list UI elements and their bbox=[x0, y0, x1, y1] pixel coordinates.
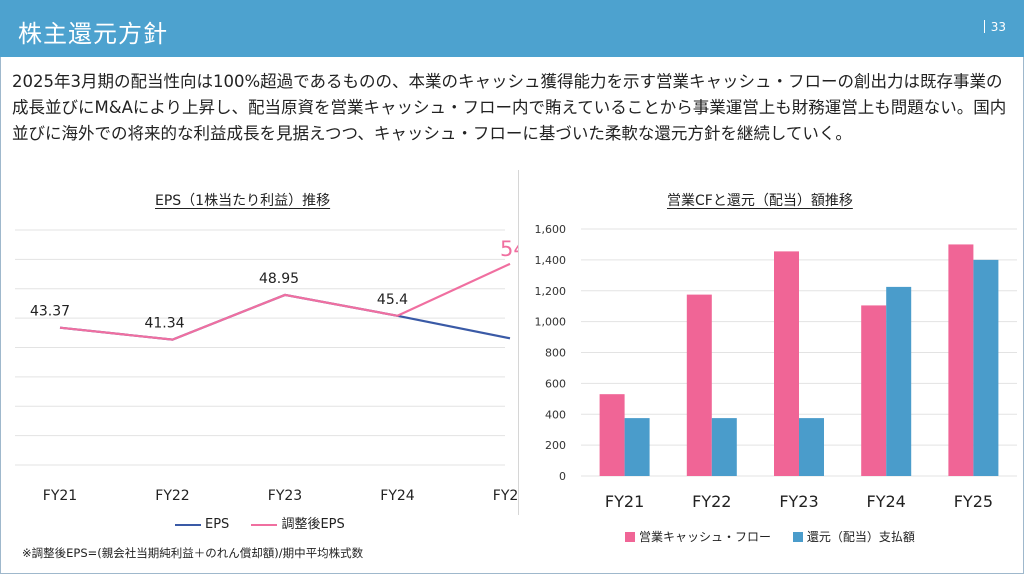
dividend-bar bbox=[711, 418, 737, 476]
eps-chart-title: EPS（1株当たり利益）推移 bbox=[155, 193, 331, 209]
cf-x-tick-label: FY21 bbox=[605, 492, 644, 511]
chart-divider bbox=[518, 170, 519, 515]
header-bar: 株主還元方針 33 bbox=[0, 0, 1024, 57]
eps-data-label: 41.34 bbox=[144, 316, 184, 332]
eps-x-tick-label: FY23 bbox=[268, 488, 302, 504]
eps-data-label: 43.37 bbox=[30, 304, 70, 320]
cf-y-tick-label: 1,600 bbox=[535, 223, 567, 236]
legend-line-eps bbox=[175, 523, 201, 526]
slide-title: 株主還元方針 bbox=[18, 20, 168, 48]
legend-item-eps: EPS bbox=[175, 517, 229, 532]
operating-cf-bar bbox=[599, 394, 625, 476]
page-number-separator bbox=[983, 20, 985, 33]
cf-y-tick-label: 1,000 bbox=[535, 316, 567, 329]
eps-line-chart: FY21FY22FY23FY24FY2543.3741.3448.9545.44… bbox=[15, 229, 518, 504]
adjusted-eps-highlight-label: 54.24 bbox=[500, 237, 518, 261]
page-number: 33 bbox=[983, 20, 1006, 34]
operating-cf-bar bbox=[774, 251, 799, 476]
legend-label-operating-cf: 営業キャッシュ・フロー bbox=[639, 530, 772, 544]
eps-x-tick-label: FY21 bbox=[43, 488, 77, 504]
cf-y-tick-label: 600 bbox=[545, 377, 566, 390]
eps-data-label: 48.95 bbox=[259, 271, 299, 287]
cf-y-tick-label: 400 bbox=[545, 408, 566, 421]
cf-x-tick-label: FY22 bbox=[692, 492, 731, 511]
legend-line-adjusted-eps bbox=[251, 523, 278, 526]
eps-x-tick-label: FY25 bbox=[493, 488, 518, 504]
cf-y-tick-label: 800 bbox=[545, 347, 566, 360]
cf-legend: 営業キャッシュ・フロー 還元（配当）支払額 bbox=[625, 528, 933, 545]
eps-data-label: 45.4 bbox=[377, 292, 408, 308]
eps-series-line bbox=[59, 293, 511, 341]
cf-y-tick-label: 1,400 bbox=[535, 254, 567, 267]
operating-cf-bar bbox=[686, 294, 712, 476]
legend-item-dividend: 還元（配当）支払額 bbox=[792, 528, 915, 545]
eps-legend: EPS 調整後EPS bbox=[175, 513, 363, 532]
cf-x-tick-label: FY25 bbox=[954, 492, 993, 511]
operating-cf-bar bbox=[948, 244, 974, 476]
dividend-bar bbox=[886, 286, 912, 476]
operating-cf-bar bbox=[861, 305, 887, 476]
footnote: ※調整後EPS=(親会社当期純利益＋のれん償却額)/期中平均株式数 bbox=[22, 546, 364, 560]
eps-x-tick-label: FY24 bbox=[380, 488, 415, 504]
legend-item-adjusted-eps: 調整後EPS bbox=[251, 513, 345, 532]
legend-label-adjusted-eps: 調整後EPS bbox=[281, 517, 345, 532]
cf-x-tick-label: FY24 bbox=[867, 492, 906, 511]
legend-item-operating-cf: 営業キャッシュ・フロー bbox=[625, 528, 771, 545]
legend-swatch-dividend bbox=[792, 532, 803, 542]
cf-bar-chart: 0 200 400 600 800 1,000 1,200 1,400 1,600 FY21 FY2… bbox=[535, 223, 1017, 511]
dividend-bar bbox=[624, 418, 650, 476]
eps-x-tick-label: FY22 bbox=[155, 488, 189, 504]
legend-label-dividend: 還元（配当）支払額 bbox=[806, 530, 915, 544]
legend-label-eps: EPS bbox=[205, 517, 230, 532]
cf-chart-title: 営業CFと還元（配当）額推移 bbox=[667, 193, 853, 209]
cf-y-tick-label: 200 bbox=[545, 439, 566, 452]
dividend-bar bbox=[799, 418, 824, 476]
legend-swatch-operating-cf bbox=[625, 532, 635, 542]
cf-y-tick-label: 1,200 bbox=[535, 285, 567, 298]
cf-y-tick-label: 0 bbox=[559, 470, 566, 483]
page-number-value: 33 bbox=[990, 20, 1006, 34]
cf-x-tick-label: FY23 bbox=[779, 492, 818, 511]
adjusted-eps-series-line bbox=[59, 262, 511, 341]
dividend-bar bbox=[973, 259, 999, 476]
summary-text: 2025年3月期の配当性向は100%超過であるものの、本業のキャッシュ獲得能力を… bbox=[12, 72, 1007, 143]
